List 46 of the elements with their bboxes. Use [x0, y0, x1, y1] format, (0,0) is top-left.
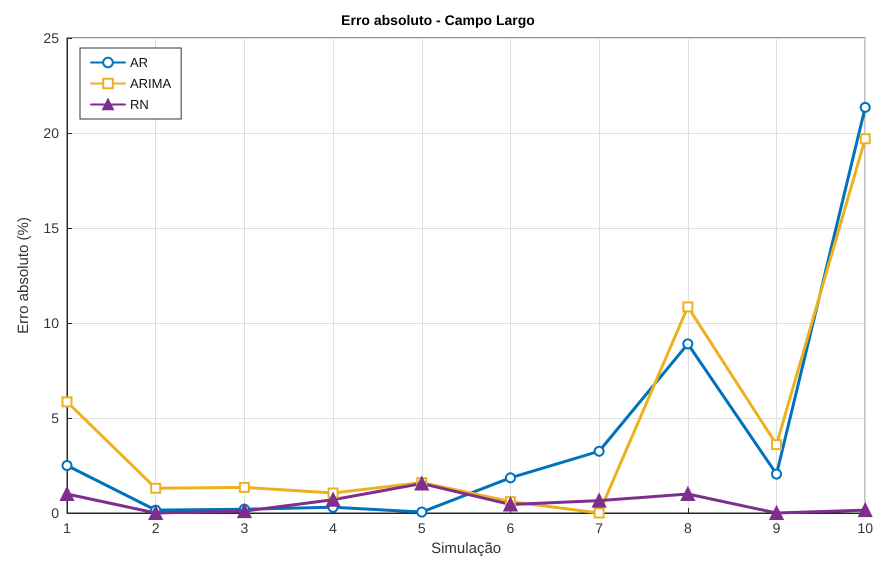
legend-label: AR — [130, 55, 148, 70]
point — [858, 503, 872, 518]
y-tick-label: 20 — [43, 125, 60, 141]
y-axis-title: Erro absoluto (%) — [15, 217, 32, 334]
x-tick-label: 10 — [857, 520, 874, 536]
point — [237, 504, 252, 518]
x-tick-label: 2 — [152, 520, 160, 536]
point — [682, 338, 694, 350]
point — [504, 472, 516, 484]
point — [860, 102, 871, 113]
x-tick-label: 1 — [63, 520, 72, 536]
point — [416, 506, 428, 518]
y-tick-label: 5 — [51, 410, 60, 426]
point — [503, 497, 518, 512]
x-tick-label: 7 — [595, 520, 604, 536]
y-tick-label: 10 — [43, 315, 60, 331]
x-tick-label: 9 — [772, 520, 781, 536]
point — [771, 439, 782, 450]
point — [771, 468, 782, 480]
x-tick-label: 3 — [240, 520, 248, 536]
point — [594, 446, 605, 457]
point — [62, 396, 72, 408]
legend-label: RN — [130, 97, 149, 112]
point — [594, 508, 605, 518]
point — [414, 476, 429, 491]
x-tick-label: 5 — [418, 520, 426, 536]
point — [680, 487, 695, 501]
legend-label: ARIMA — [130, 76, 172, 91]
x-axis-title: Simulação — [431, 540, 502, 557]
y-tick-label: 25 — [43, 30, 60, 46]
point — [150, 482, 162, 494]
point — [148, 506, 163, 520]
y-tick-label: 0 — [51, 505, 60, 521]
point — [592, 494, 606, 508]
point — [238, 482, 250, 493]
y-tick-label: 15 — [43, 220, 60, 236]
point — [682, 301, 694, 312]
x-tick-label: 4 — [329, 520, 338, 536]
x-tick-label: 6 — [506, 520, 515, 536]
chart-title: Erro absoluto - Campo Largo — [341, 12, 535, 28]
point — [326, 492, 340, 507]
point — [770, 506, 784, 520]
point — [62, 460, 72, 471]
x-tick-label: 8 — [684, 520, 692, 536]
point — [860, 133, 871, 144]
point — [60, 487, 74, 501]
